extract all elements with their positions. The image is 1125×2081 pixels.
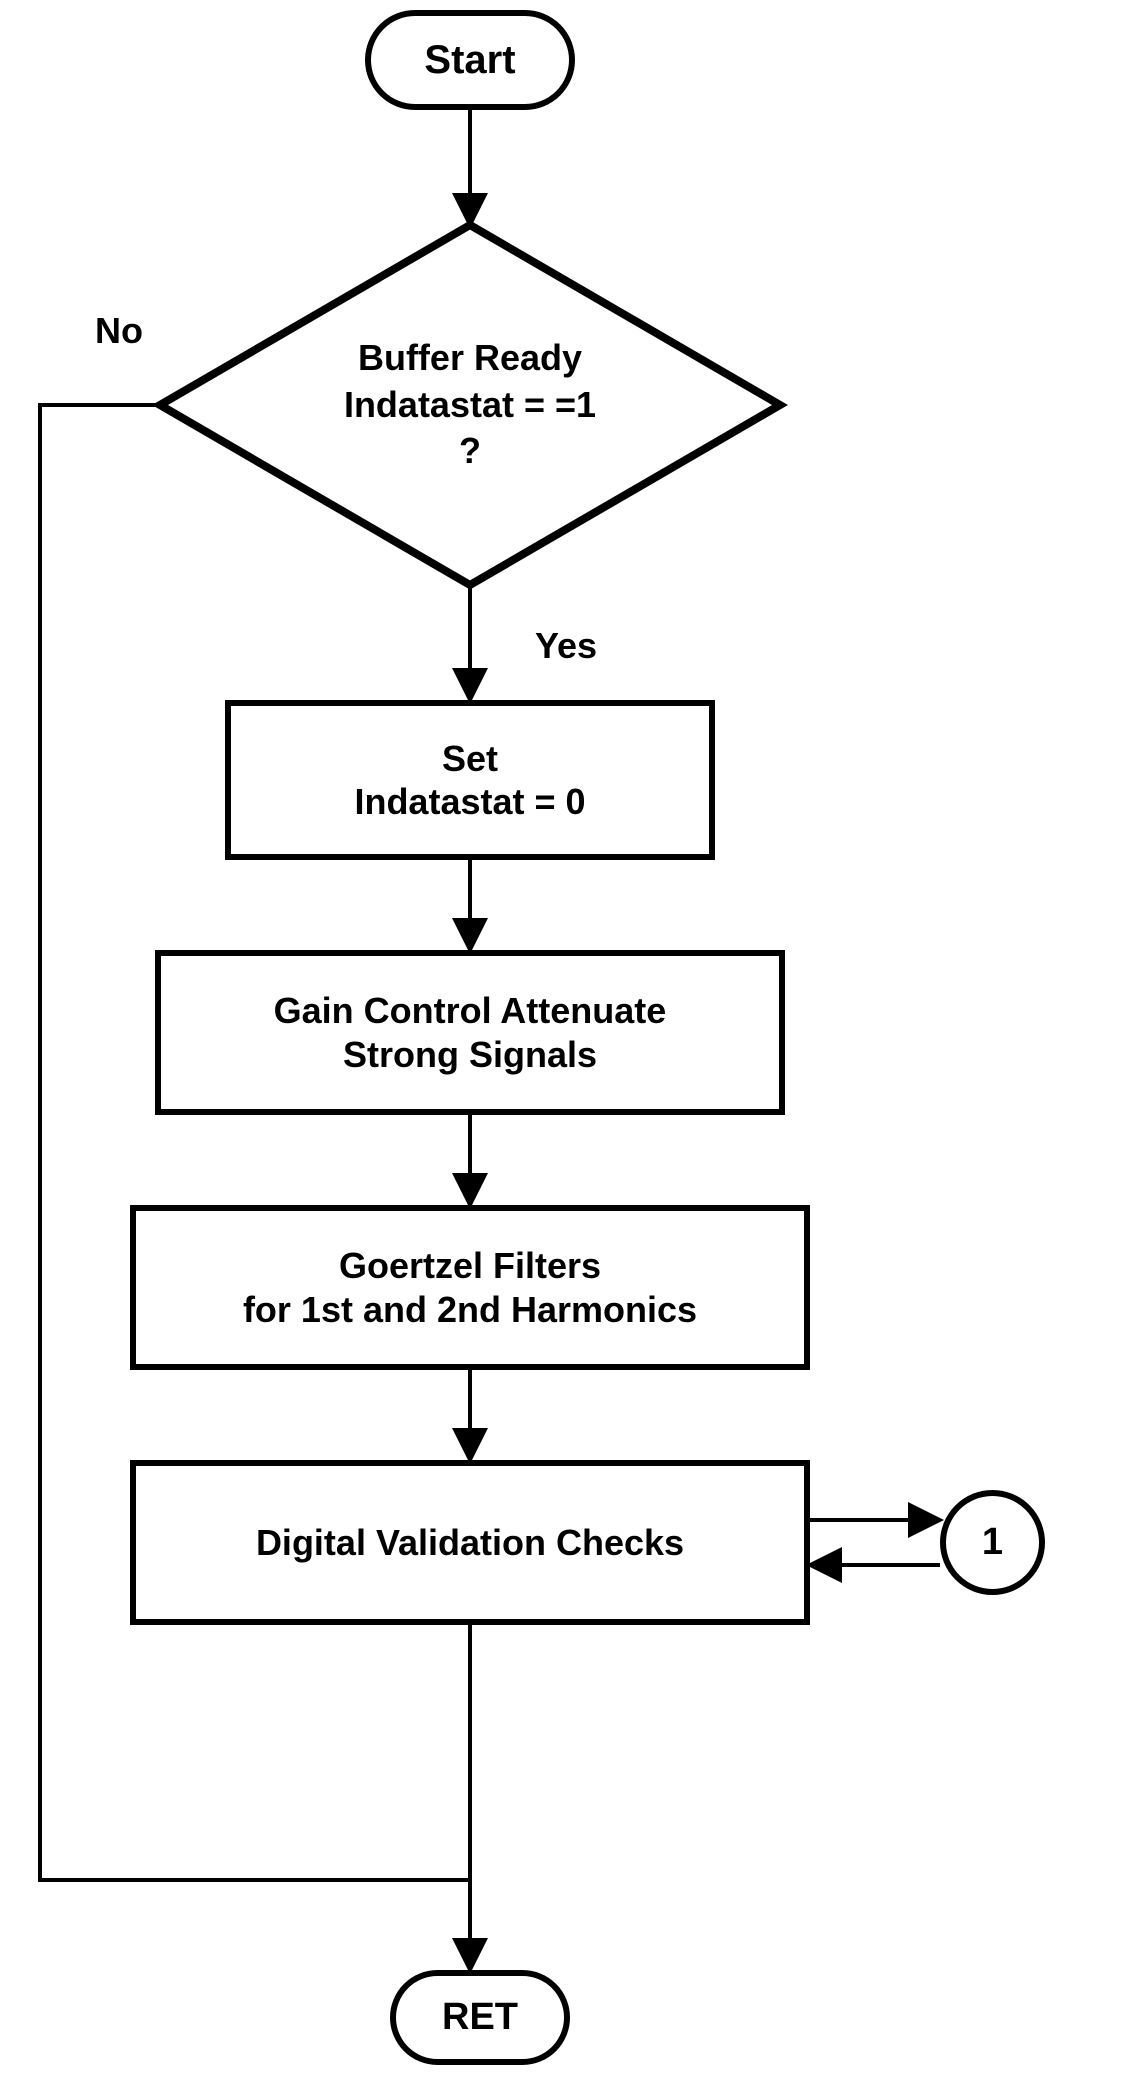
process-goertzel: Goertzel Filters for 1st and 2nd Harmoni… (130, 1205, 810, 1370)
connector-1: 1 (940, 1490, 1045, 1595)
goertzel-line2: for 1st and 2nd Harmonics (243, 1288, 697, 1331)
gain-line1: Gain Control Attenuate (274, 989, 667, 1032)
start-label: Start (424, 38, 515, 83)
connector-1-label: 1 (982, 1521, 1003, 1564)
edge-label-no: No (95, 310, 143, 352)
start-terminator: Start (365, 10, 575, 110)
goertzel-line1: Goertzel Filters (243, 1244, 697, 1287)
flowchart-canvas: Start Buffer Ready Indatastat = =1 ? No … (0, 0, 1125, 2081)
ret-terminator: RET (390, 1970, 570, 2065)
edge-label-yes: Yes (535, 625, 597, 667)
digital-label: Digital Validation Checks (256, 1521, 684, 1564)
decision-node: Buffer Ready Indatastat = =1 ? (160, 225, 780, 585)
set-line2: Indatastat = 0 (354, 780, 585, 823)
process-gain: Gain Control Attenuate Strong Signals (155, 950, 785, 1115)
process-digital: Digital Validation Checks (130, 1460, 810, 1625)
set-line1: Set (354, 737, 585, 780)
edge-decision-no (40, 405, 470, 1880)
gain-line2: Strong Signals (274, 1033, 667, 1076)
decision-line1: Buffer Ready (344, 335, 596, 382)
decision-line2: Indatastat = =1 (344, 382, 596, 429)
decision-line3: ? (344, 428, 596, 475)
ret-label: RET (442, 1996, 518, 2039)
process-set: Set Indatastat = 0 (225, 700, 715, 860)
